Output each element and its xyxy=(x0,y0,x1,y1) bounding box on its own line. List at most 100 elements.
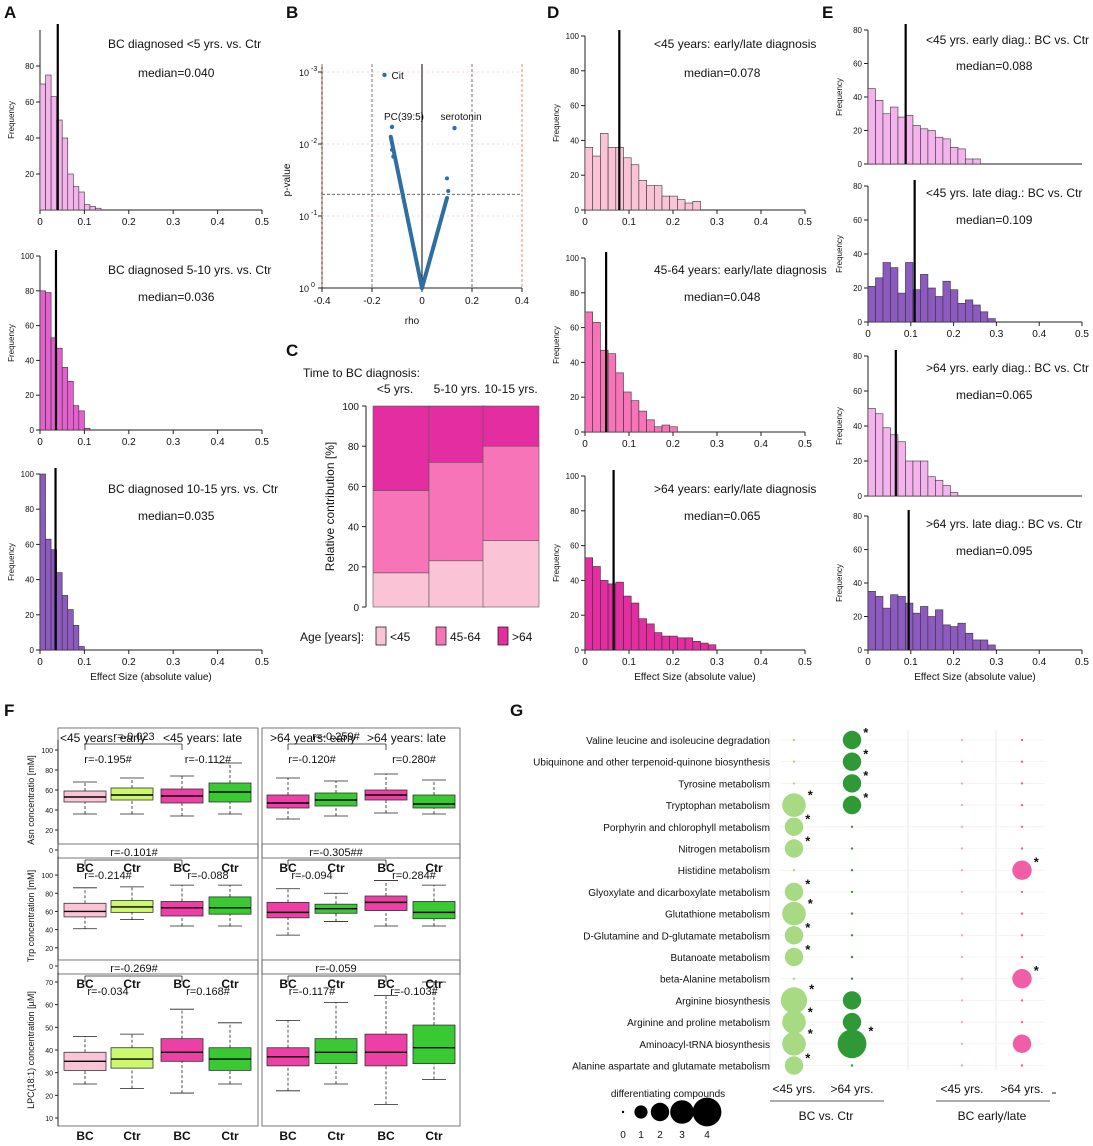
bubble xyxy=(792,869,796,872)
box-category-label: Ctr xyxy=(123,977,141,991)
hist-median-label: median=0.036 xyxy=(138,290,215,304)
hist-bar xyxy=(653,632,663,651)
significance-star: * xyxy=(863,790,869,805)
bubble xyxy=(842,795,862,815)
r-annotation: r=-0.023 xyxy=(113,731,154,743)
bubble xyxy=(792,738,796,742)
bubble xyxy=(960,760,964,763)
x-tick-label: 0.4 xyxy=(1032,657,1046,668)
hist-bar xyxy=(897,116,906,165)
size-legend-title: differentiating compounds xyxy=(611,1089,725,1100)
boxplot-panel: <45 years: early <45 years: late >64 years… xyxy=(26,727,461,1143)
y-tick-exponent: 0 xyxy=(311,282,315,289)
box-category-label: BC xyxy=(76,1129,94,1143)
bubble xyxy=(782,901,806,926)
subpanel-frame xyxy=(261,727,461,859)
stacked-bar-segment xyxy=(372,490,430,574)
box xyxy=(412,901,456,920)
y-tick-label: 80 xyxy=(25,62,34,71)
panel-label-c: C xyxy=(286,341,298,360)
bubble xyxy=(1020,738,1024,742)
y-tick-label: 20 xyxy=(570,393,579,402)
y-tick-label: 40 xyxy=(45,928,53,935)
x-tick-label: 0 xyxy=(582,657,588,668)
volcano-plot: 10-310-210-110 0-0.4 -0.2 0 0.2 0.4rhop-value… xyxy=(282,64,529,327)
hist-bar xyxy=(646,419,655,433)
hist-median-label: median=0.078 xyxy=(684,66,761,80)
x-tick-label: 0.1 xyxy=(77,657,91,668)
y-tick-label: 60 xyxy=(45,909,53,916)
scatter-point xyxy=(446,189,451,194)
y-tick-label: 80 xyxy=(853,352,862,361)
hist-bar xyxy=(882,113,891,165)
pathway-label: Valine leucine and isoleucine degradatio… xyxy=(586,736,770,747)
labeled-point xyxy=(389,124,395,130)
hist-title: BC diagnosed 10-15 yrs. vs. Ctr xyxy=(108,482,278,496)
hist-bar xyxy=(84,427,91,431)
bubble xyxy=(850,847,854,850)
y-tick-label: 0 xyxy=(49,964,53,971)
box-category-label: BC xyxy=(279,861,297,875)
x-axis-label: Effect Size (absolute value) xyxy=(90,672,212,683)
x-tick-label: 0.2 xyxy=(666,439,680,450)
r-annotation: r=-0.117# xyxy=(289,986,336,998)
bubble xyxy=(1020,803,1024,807)
x-tick-label: 0.3 xyxy=(989,657,1003,668)
hist-bar xyxy=(965,632,974,651)
y-tick-label: 20 xyxy=(45,828,53,835)
hist-bar xyxy=(942,485,951,497)
histogram-e2: 0 20 40 60 80 0 0.1 0.2 0.3 0.4 0.5 Frequency <45 yr… xyxy=(835,180,1089,340)
bubble xyxy=(837,1029,867,1059)
hist-bar xyxy=(942,138,951,165)
y-tick-label: 10 xyxy=(299,212,309,222)
stacked-bar-segment xyxy=(372,572,430,608)
y-tick-label: 60 xyxy=(570,324,579,333)
y-tick-label: 100 xyxy=(342,402,359,413)
hist-bar xyxy=(67,609,74,651)
hist-bar xyxy=(615,581,624,651)
y-axis-label: Relative contribution [%] xyxy=(323,442,337,571)
hist-bar xyxy=(897,441,906,497)
y-tick-label: 100 xyxy=(566,32,580,41)
x-tick-label: 0.4 xyxy=(211,437,225,448)
hist-bar xyxy=(623,595,632,651)
hist-bar xyxy=(39,83,46,211)
x-tick-label: 0.4 xyxy=(1032,329,1046,340)
hist-bar xyxy=(45,538,52,651)
r-annotation: r=-0.120# xyxy=(288,754,336,766)
box-category-label: BC xyxy=(173,977,191,991)
box xyxy=(266,794,310,809)
bubble xyxy=(782,793,806,817)
box-category-label: BC xyxy=(76,861,94,875)
hist-bar xyxy=(875,596,884,651)
r-annotation: r=-0.195# xyxy=(84,754,132,766)
box xyxy=(314,1038,358,1064)
hist-bar xyxy=(78,191,85,211)
pathway-label: Arginine and proline metabolism xyxy=(627,1018,770,1029)
box-category-label: Ctr xyxy=(327,861,345,875)
x-tick-label: 0.4 xyxy=(211,217,225,228)
y-axis-label: LPC(18:1) concentration [µM] xyxy=(26,991,36,1109)
x-axis-label: Effect Size (absolute value) xyxy=(914,672,1036,683)
hist-bar xyxy=(584,147,593,211)
hist-bar xyxy=(897,292,906,323)
x-tick-label: 0.2 xyxy=(122,217,136,228)
hist-bar xyxy=(920,460,929,497)
y-tick-label: 70 xyxy=(45,980,53,987)
x-tick-label: 0 xyxy=(865,329,871,340)
size-legend-label: 2 xyxy=(657,1130,663,1141)
pathway-label: Tryptophan metabolism xyxy=(666,801,770,812)
bubble xyxy=(960,825,964,828)
y-tick-label: 80 xyxy=(853,512,862,521)
histogram-d3: 0 20 40 60 80 100 0 0.1 0.2 0.3 0.4 0.5 Frequency >64… xyxy=(552,470,816,683)
group-label: <45 years: early xyxy=(60,731,146,745)
x-tick-label: 0.3 xyxy=(989,329,1003,340)
hist-bar xyxy=(669,195,678,211)
y-tick-label: 20 xyxy=(25,611,34,620)
column-label: <45 yrs. xyxy=(772,1082,815,1096)
legend-swatch xyxy=(497,626,509,646)
x-tick-label: 0.5 xyxy=(798,217,812,228)
hist-bar xyxy=(912,612,921,651)
bubble xyxy=(1020,934,1024,937)
